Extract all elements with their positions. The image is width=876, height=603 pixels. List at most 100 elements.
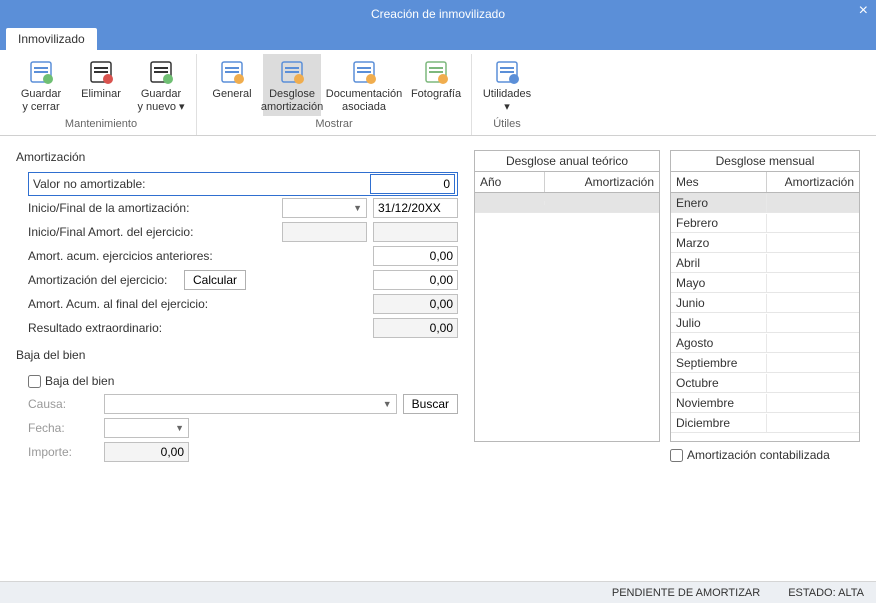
ribbon-label: General <box>212 88 251 101</box>
docs-icon <box>350 58 378 86</box>
label-acum-fin: Amort. Acum. al final del ejercicio: <box>28 297 216 311</box>
row-importe: Importe: <box>28 440 458 464</box>
ribbon-save-close[interactable]: Guardary cerrar <box>12 54 70 116</box>
checkbox-contabilizada[interactable] <box>670 449 683 462</box>
ribbon-delete[interactable]: Eliminar <box>72 54 130 116</box>
label-inicio-final: Inicio/Final de la amortización: <box>28 201 216 215</box>
grid-monthly: Desglose mensual Mes Amortización EneroF… <box>670 150 860 442</box>
row-inicio-final: Inicio/Final de la amortización: ▼ <box>28 196 458 220</box>
input-amort-ej[interactable] <box>373 270 458 290</box>
buscar-button[interactable]: Buscar <box>403 394 458 414</box>
calcular-button[interactable]: Calcular <box>184 270 246 290</box>
table-row[interactable]: Agosto <box>671 333 859 353</box>
grid-annual-title: Desglose anual teórico <box>475 151 659 172</box>
month-cell: Junio <box>671 294 767 312</box>
table-row[interactable]: Julio <box>671 313 859 333</box>
save-close-icon <box>27 58 55 86</box>
label-inicio-ej: Inicio/Final Amort. del ejercicio: <box>28 225 216 239</box>
amort-cell <box>767 241 859 245</box>
row-causa: Causa: ▼ Buscar <box>28 392 458 416</box>
month-cell: Abril <box>671 254 767 272</box>
month-cell: Enero <box>671 194 767 212</box>
ribbon-label: Fotografía <box>411 88 461 101</box>
row-inicio-ej: Inicio/Final Amort. del ejercicio: <box>28 220 458 244</box>
desglose-icon <box>278 58 306 86</box>
general-icon <box>218 58 246 86</box>
table-row[interactable]: Junio <box>671 293 859 313</box>
grid-annual: Desglose anual teórico Año Amortización <box>474 150 660 442</box>
grid-annual-body <box>475 193 659 441</box>
month-cell: Julio <box>671 314 767 332</box>
table-row[interactable]: Mayo <box>671 273 859 293</box>
ribbon-label: Documentaciónasociada <box>326 88 402 114</box>
table-row[interactable]: Abril <box>671 253 859 273</box>
amort-cell <box>767 301 859 305</box>
input-acum-fin <box>373 294 458 314</box>
table-row[interactable]: Octubre <box>671 373 859 393</box>
close-icon[interactable]: × <box>859 2 868 20</box>
table-row[interactable]: Noviembre <box>671 393 859 413</box>
input-valor-no-amort[interactable] <box>370 174 455 194</box>
table-row[interactable]: Septiembre <box>671 353 859 373</box>
col-year: Año <box>475 172 545 192</box>
status-bar: PENDIENTE DE AMORTIZAR ESTADO: ALTA <box>0 581 876 603</box>
month-cell: Octubre <box>671 374 767 392</box>
ribbon-docs[interactable]: Documentaciónasociada <box>323 54 405 116</box>
row-acum-ant: Amort. acum. ejercicios anteriores: <box>28 244 458 268</box>
ribbon-utils[interactable]: Utilidades▾ <box>478 54 536 116</box>
input-inicio-start[interactable]: ▼ <box>282 198 367 218</box>
ribbon-group-label: Mantenimiento <box>65 118 137 130</box>
row-valor-no-amort: Valor no amortizable: <box>28 172 458 196</box>
row-amort-ej: Amortización del ejercicio: Calcular <box>28 268 458 292</box>
checkbox-baja[interactable] <box>28 375 41 388</box>
amort-cell <box>767 341 859 345</box>
input-importe <box>104 442 189 462</box>
month-cell: Febrero <box>671 214 767 232</box>
ribbon-general[interactable]: General <box>203 54 261 116</box>
amort-cell <box>767 401 859 405</box>
month-cell: Agosto <box>671 334 767 352</box>
section-baja: Baja del bien <box>16 348 464 362</box>
photo-icon <box>422 58 450 86</box>
label-baja-check: Baja del bien <box>45 374 114 388</box>
tab-inmovilizado[interactable]: Inmovilizado <box>6 28 97 50</box>
month-cell: Marzo <box>671 234 767 252</box>
amort-cell <box>767 361 859 365</box>
utils-icon <box>493 58 521 86</box>
ribbon-desglose[interactable]: Desgloseamortización <box>263 54 321 116</box>
title-bar: Creación de inmovilizado × <box>0 0 876 28</box>
ribbon-label: Utilidades▾ <box>483 88 531 114</box>
ribbon-save-new[interactable]: Guardary nuevo ▾ <box>132 54 190 116</box>
month-cell: Mayo <box>671 274 767 292</box>
label-contabilizada: Amortización contabilizada <box>687 448 830 462</box>
month-cell: Septiembre <box>671 354 767 372</box>
label-res-ext: Resultado extraordinario: <box>28 321 216 335</box>
ribbon-label: Guardary cerrar <box>21 88 61 114</box>
input-acum-ant[interactable] <box>373 246 458 266</box>
amort-cell <box>767 421 859 425</box>
amort-cell <box>767 281 859 285</box>
table-row[interactable]: Diciembre <box>671 413 859 433</box>
row-res-ext: Resultado extraordinario: <box>28 316 458 340</box>
table-row[interactable]: Febrero <box>671 213 859 233</box>
input-inicio-ej-start <box>282 222 367 242</box>
amort-cell <box>767 261 859 265</box>
month-cell: Noviembre <box>671 394 767 412</box>
table-row[interactable] <box>475 193 659 213</box>
row-fecha: Fecha: ▼ <box>28 416 458 440</box>
amort-cell <box>767 321 859 325</box>
input-inicio-end[interactable] <box>373 198 458 218</box>
amort-cell <box>767 381 859 385</box>
ribbon-photo[interactable]: Fotografía <box>407 54 465 116</box>
amort-cell <box>767 201 859 205</box>
col-amort-monthly: Amortización <box>767 172 859 192</box>
label-valor-no-amort: Valor no amortizable: <box>33 177 221 191</box>
table-row[interactable]: Marzo <box>671 233 859 253</box>
table-row[interactable]: Enero <box>671 193 859 213</box>
ribbon-label: Guardary nuevo ▾ <box>137 88 184 114</box>
input-causa[interactable]: ▼ <box>104 394 397 414</box>
input-fecha[interactable]: ▼ <box>104 418 189 438</box>
tab-bar: Inmovilizado <box>0 28 876 50</box>
grid-monthly-body: Enero Febrero Marzo Abril Mayo Junio Julio Agos… <box>671 193 859 441</box>
label-importe: Importe: <box>28 445 98 459</box>
